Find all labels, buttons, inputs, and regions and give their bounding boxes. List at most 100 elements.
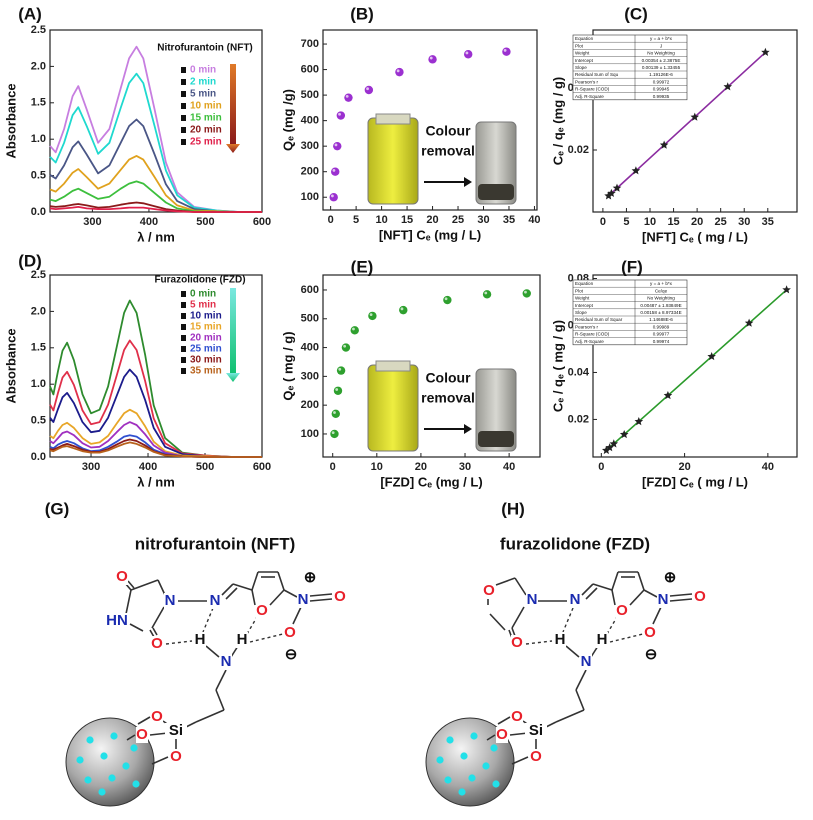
spectrum-line bbox=[49, 299, 262, 458]
arrow-shaft bbox=[230, 288, 236, 373]
data-point bbox=[428, 55, 437, 64]
atom-label: O bbox=[616, 602, 628, 619]
scheme-title: nitrofurantoin (NFT) bbox=[135, 534, 296, 553]
data-point bbox=[663, 391, 673, 400]
panel-label: (C) bbox=[624, 4, 648, 23]
point-highlight bbox=[331, 431, 335, 435]
sphere-dot bbox=[110, 732, 118, 740]
spectrum-line bbox=[49, 408, 262, 458]
data-point bbox=[482, 290, 492, 299]
atom-backdrop bbox=[526, 592, 538, 608]
panel-label: (D) bbox=[18, 251, 42, 270]
fit-table-cell: R-Square (COD) bbox=[575, 87, 610, 92]
fit-table-cell: 0.99945 bbox=[653, 87, 670, 92]
data-point bbox=[364, 85, 374, 95]
bond bbox=[497, 716, 511, 725]
x-axis-title: [FZD] Cₑ ( mg / L) bbox=[642, 474, 748, 489]
fit-table-cell: Slope bbox=[575, 65, 587, 70]
point-highlight bbox=[338, 112, 341, 116]
data-point bbox=[341, 343, 351, 352]
bond bbox=[221, 583, 234, 596]
atom-label: O bbox=[151, 708, 163, 725]
legend-label: 5 min bbox=[190, 300, 216, 311]
atom-backdrop bbox=[236, 632, 248, 648]
x-tick-label: 20 bbox=[691, 216, 703, 228]
point-highlight bbox=[338, 367, 342, 371]
x-tick-label: 0 bbox=[598, 461, 604, 473]
arrow-head bbox=[464, 424, 472, 434]
hydrogen-bond bbox=[525, 640, 553, 645]
atom-label: N bbox=[210, 592, 221, 609]
point-highlight bbox=[429, 56, 433, 60]
fit-table-cell: Weight bbox=[575, 296, 590, 301]
data-point bbox=[609, 439, 619, 448]
data-point bbox=[333, 386, 343, 395]
legend-swatch bbox=[181, 368, 186, 374]
bond bbox=[545, 721, 557, 728]
atom-backdrop bbox=[511, 709, 523, 725]
legend-label: 2 min bbox=[190, 77, 216, 88]
sphere-dot bbox=[76, 756, 84, 764]
atom-label: O bbox=[136, 726, 148, 743]
legend-swatch bbox=[181, 291, 186, 297]
data-point bbox=[744, 318, 754, 327]
y-tick-label: 2.0 bbox=[31, 60, 46, 72]
y-tick-label: 300 bbox=[301, 370, 319, 382]
panel-label: (A) bbox=[18, 4, 42, 23]
atom-backdrop bbox=[136, 727, 148, 743]
x-tick-label: 15 bbox=[401, 214, 413, 226]
atom-label: O bbox=[334, 588, 346, 605]
legend-swatch bbox=[181, 357, 186, 363]
x-tick-label: 40 bbox=[503, 461, 515, 473]
atom-label: O bbox=[530, 748, 542, 765]
atom-backdrop bbox=[569, 592, 581, 608]
panel-label: (E) bbox=[351, 257, 374, 276]
legend-label: 30 min bbox=[190, 355, 222, 366]
hydrogen-bond bbox=[606, 616, 618, 635]
x-axis-title: [FZD] Cₑ (mg / L) bbox=[380, 474, 482, 489]
atom-backdrop bbox=[596, 632, 608, 648]
fit-table-cell: 1.14688E-6 bbox=[649, 317, 673, 322]
x-tick-label: 20 bbox=[415, 461, 427, 473]
legend-swatch bbox=[181, 67, 186, 73]
y-axis-title: Absorbance bbox=[3, 83, 18, 158]
sphere-dot bbox=[84, 776, 92, 784]
y-tick-label: 1.5 bbox=[31, 97, 46, 109]
atom-label: O bbox=[116, 568, 128, 585]
atom-label: HN bbox=[106, 612, 128, 629]
spectrum-line bbox=[49, 441, 262, 458]
sphere-dot bbox=[470, 732, 478, 740]
bond bbox=[511, 756, 529, 765]
atom-label: ⊖ bbox=[645, 646, 658, 663]
legend-label: 0 min bbox=[190, 289, 216, 300]
sphere-dot bbox=[132, 780, 140, 788]
plot-frame bbox=[322, 274, 541, 458]
x-tick-label: 10 bbox=[371, 461, 383, 473]
data-point bbox=[333, 141, 342, 151]
bond bbox=[669, 598, 693, 602]
sphere-dot bbox=[98, 788, 106, 796]
x-tick-label: 40 bbox=[528, 214, 540, 226]
data-point bbox=[331, 167, 340, 176]
data-point bbox=[723, 82, 732, 91]
y-tick-label: 100 bbox=[301, 191, 319, 203]
atom-backdrop bbox=[530, 749, 542, 765]
fit-table-cell: 0.99974 bbox=[653, 339, 670, 344]
atom-backdrop bbox=[151, 709, 163, 725]
legend-swatch bbox=[181, 324, 186, 330]
plot-frame bbox=[592, 29, 798, 213]
fit-table-cell: 0.00139 ± 1.33455 bbox=[642, 65, 681, 70]
bond bbox=[130, 579, 159, 591]
atom-backdrop bbox=[116, 569, 128, 585]
bond bbox=[611, 571, 619, 591]
bond bbox=[283, 589, 298, 598]
fit-table bbox=[572, 279, 688, 346]
legend-label: 15 min bbox=[190, 322, 222, 333]
bond bbox=[575, 669, 587, 691]
atom-backdrop bbox=[170, 749, 182, 765]
data-point bbox=[522, 289, 531, 298]
bond bbox=[489, 613, 506, 631]
hydrogen-bond bbox=[165, 640, 193, 645]
point-highlight bbox=[333, 411, 336, 414]
legend-swatch bbox=[181, 335, 186, 341]
